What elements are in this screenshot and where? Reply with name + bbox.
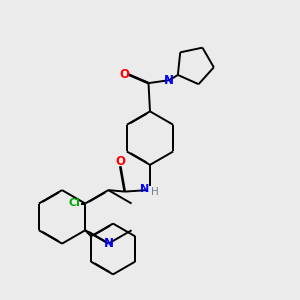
Text: O: O: [115, 155, 125, 168]
Text: O: O: [119, 68, 129, 81]
Text: H: H: [152, 187, 159, 196]
Text: N: N: [103, 237, 113, 250]
Text: N: N: [164, 74, 174, 87]
Text: N: N: [140, 184, 149, 194]
Text: Cl: Cl: [69, 199, 81, 208]
